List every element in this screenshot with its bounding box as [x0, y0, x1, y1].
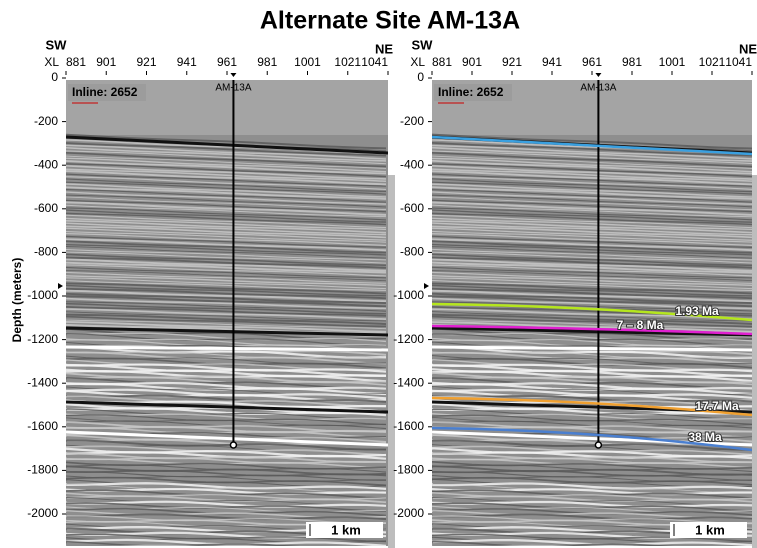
y-tick-label: -1800 — [27, 463, 58, 477]
y-tick-label: -1800 — [393, 463, 424, 477]
x-tick-label: 981 — [622, 55, 642, 69]
y-tick-label: -600 — [34, 201, 58, 215]
x-tick-label: 961 — [217, 55, 237, 69]
y-tick-label: -1400 — [393, 375, 424, 389]
y-tick-label: -200 — [34, 114, 58, 128]
horizon-label: 17.7 Ma — [695, 399, 739, 413]
x-tick-label: 981 — [257, 55, 277, 69]
scale-label: 1 km — [331, 522, 361, 537]
y-tick-label: -1600 — [27, 419, 58, 433]
direction-label: SW — [46, 37, 68, 52]
x-tick-label: 881 — [432, 55, 452, 69]
horizon-label: 7 – 8 Ma — [617, 318, 664, 332]
y-tick-label: -1600 — [393, 419, 424, 433]
inline-label: Inline: 2652 — [72, 85, 138, 99]
y-tick-label: -600 — [400, 201, 424, 215]
x-tick-label: 901 — [462, 55, 482, 69]
y-tick-label: -200 — [400, 114, 424, 128]
well-bottom — [595, 442, 601, 448]
x-tick-label: 1021 — [699, 55, 726, 69]
x-tick-label: 941 — [542, 55, 562, 69]
x-tick-label: 921 — [502, 55, 522, 69]
panel-shadow — [752, 175, 757, 548]
y-tick-label: -400 — [34, 157, 58, 171]
y-tick-label: -800 — [400, 245, 424, 259]
panel-shadow — [388, 175, 395, 548]
figure: Alternate Site AM-13A SWNEXL881901921941… — [0, 0, 757, 548]
y-tick-label: 0 — [51, 70, 58, 84]
y-axis-label: Depth (meters) — [10, 258, 24, 343]
depth-marker — [424, 283, 429, 289]
x-prefix: XL — [410, 55, 425, 69]
horizon-label: 38 Ma — [688, 430, 722, 444]
y-tick-label: -1200 — [27, 332, 58, 346]
depth-marker — [58, 283, 63, 289]
x-tick-label: 961 — [582, 55, 602, 69]
well-bottom — [230, 442, 236, 448]
inline-label: Inline: 2652 — [438, 85, 504, 99]
scale-label: 1 km — [695, 522, 725, 537]
well-marker — [230, 73, 236, 77]
y-tick-label: -1200 — [393, 332, 424, 346]
x-tick-label: 901 — [96, 55, 116, 69]
x-tick-label: 1041 — [725, 55, 752, 69]
y-tick-label: -2000 — [393, 506, 424, 520]
y-tick-label: -800 — [34, 245, 58, 259]
x-tick-label: 881 — [66, 55, 86, 69]
x-tick-label: 1041 — [361, 55, 388, 69]
y-tick-label: -1000 — [27, 288, 58, 302]
y-tick-label: -2000 — [27, 506, 58, 520]
direction-label: SW — [412, 37, 434, 52]
x-tick-label: 1021 — [334, 55, 361, 69]
y-tick-label: -1400 — [27, 375, 58, 389]
x-prefix: XL — [44, 55, 59, 69]
y-tick-label: -1000 — [393, 288, 424, 302]
seismic-image — [66, 80, 388, 548]
x-tick-label: 921 — [136, 55, 156, 69]
x-tick-label: 1001 — [294, 55, 321, 69]
title: Alternate Site AM-13A — [260, 7, 520, 35]
well-marker — [595, 73, 601, 77]
x-tick-label: 1001 — [659, 55, 686, 69]
y-tick-label: 0 — [417, 70, 424, 84]
horizon-label: 1.93 Ma — [675, 304, 719, 318]
x-tick-label: 941 — [177, 55, 197, 69]
y-tick-label: -400 — [400, 157, 424, 171]
